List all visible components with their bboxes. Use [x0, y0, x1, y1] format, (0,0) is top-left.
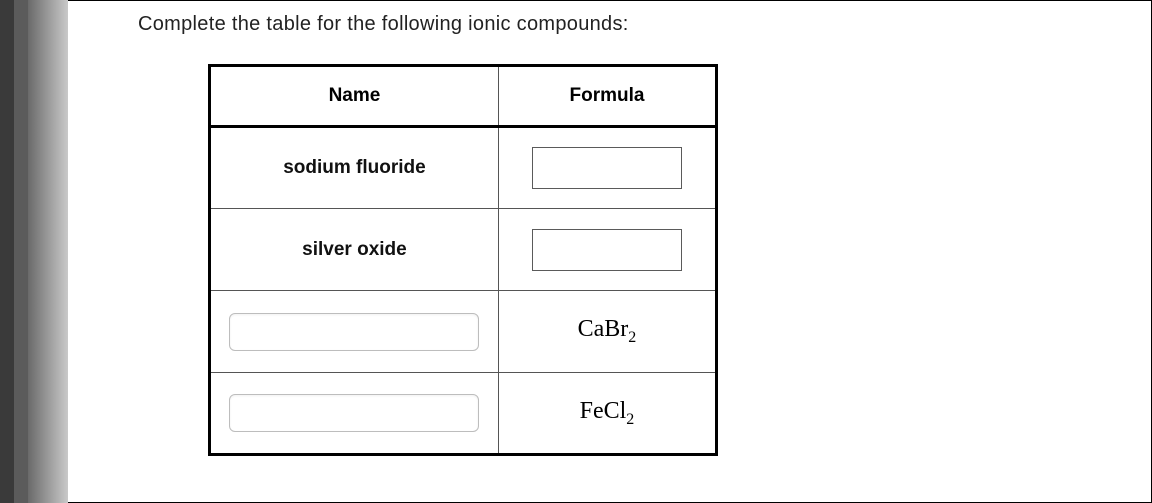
formula-input[interactable] — [532, 229, 682, 271]
table-row: FeCl2 — [210, 373, 717, 455]
table-row: CaBr2 — [210, 291, 717, 373]
name-input[interactable] — [229, 394, 479, 432]
compound-table: Name Formula sodium fluoride silver oxid… — [208, 64, 718, 456]
question-prompt: Complete the table for the following ion… — [138, 13, 1151, 36]
name-input[interactable] — [229, 313, 479, 351]
rail-segment — [28, 0, 68, 503]
viewer-left-rail — [0, 0, 68, 503]
rail-segment — [14, 0, 28, 503]
formula-input[interactable] — [532, 147, 682, 189]
compound-formula-label: FeCl2 — [580, 398, 635, 424]
col-header-name: Name — [210, 66, 499, 127]
table-row: silver oxide — [210, 209, 717, 291]
table-row: sodium fluoride — [210, 127, 717, 209]
page-content: Complete the table for the following ion… — [68, 0, 1152, 503]
rail-segment — [0, 0, 14, 503]
compound-name-label: sodium fluoride — [283, 157, 426, 178]
col-header-formula: Formula — [498, 66, 716, 127]
compound-name-label: silver oxide — [302, 239, 407, 260]
compound-formula-label: CaBr2 — [578, 316, 637, 342]
